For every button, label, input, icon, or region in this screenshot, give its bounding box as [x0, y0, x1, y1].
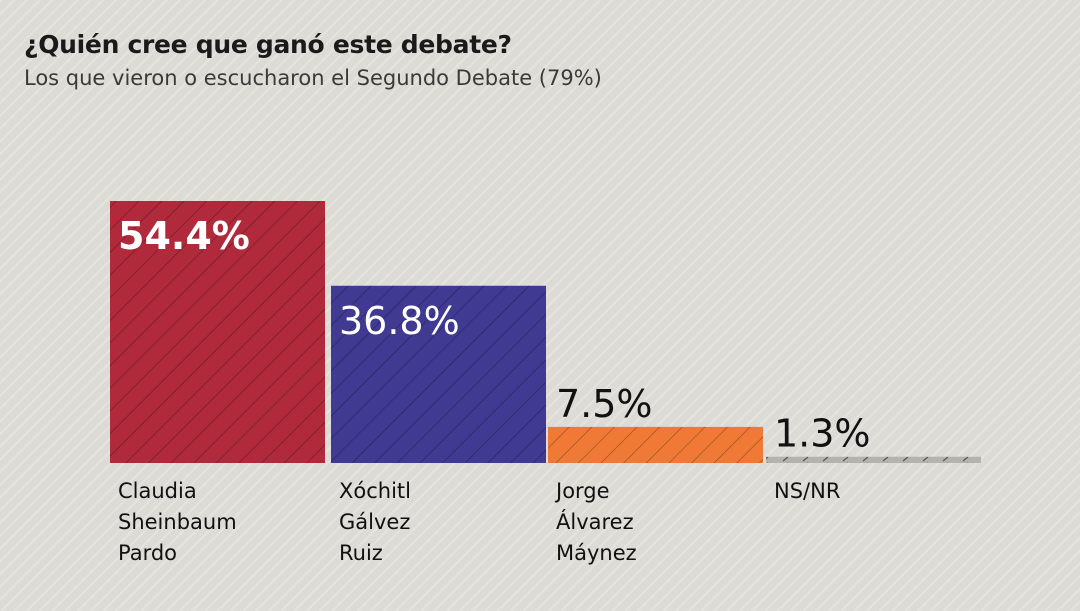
data-label: 54.4% [118, 214, 250, 258]
category-label: Claudia Sheinbaum Pardo [118, 476, 318, 569]
category-label-line: Xóchitl [339, 479, 411, 503]
category-label-line: Gálvez [339, 510, 411, 534]
category-label-line: Jorge [556, 479, 610, 503]
category-label-line: Máynez [556, 541, 637, 565]
category-label-line: Pardo [118, 541, 178, 565]
data-label: 1.3% [774, 412, 871, 456]
chart-subtitle: Los que vieron o escucharon el Segundo D… [24, 66, 602, 90]
category-label: Jorge Álvarez Máynez [556, 476, 756, 569]
category-label: Xóchitl Gálvez Ruiz [339, 476, 539, 569]
category-label-line: NS/NR [774, 479, 841, 503]
category-label-line: Sheinbaum [118, 510, 237, 534]
chart-title: ¿Quién cree que ganó este debate? [24, 30, 512, 59]
category-label-line: Álvarez [556, 510, 634, 534]
bar-hatch [331, 285, 546, 463]
data-label: 36.8% [339, 299, 460, 343]
category-label-line: Claudia [118, 479, 197, 503]
category-label: NS/NR [774, 476, 974, 507]
category-label-line: Ruiz [339, 541, 383, 565]
bar-hatch [766, 456, 981, 463]
bar-hatch [110, 201, 325, 463]
bar-hatch [548, 426, 763, 463]
data-label: 7.5% [556, 382, 653, 426]
